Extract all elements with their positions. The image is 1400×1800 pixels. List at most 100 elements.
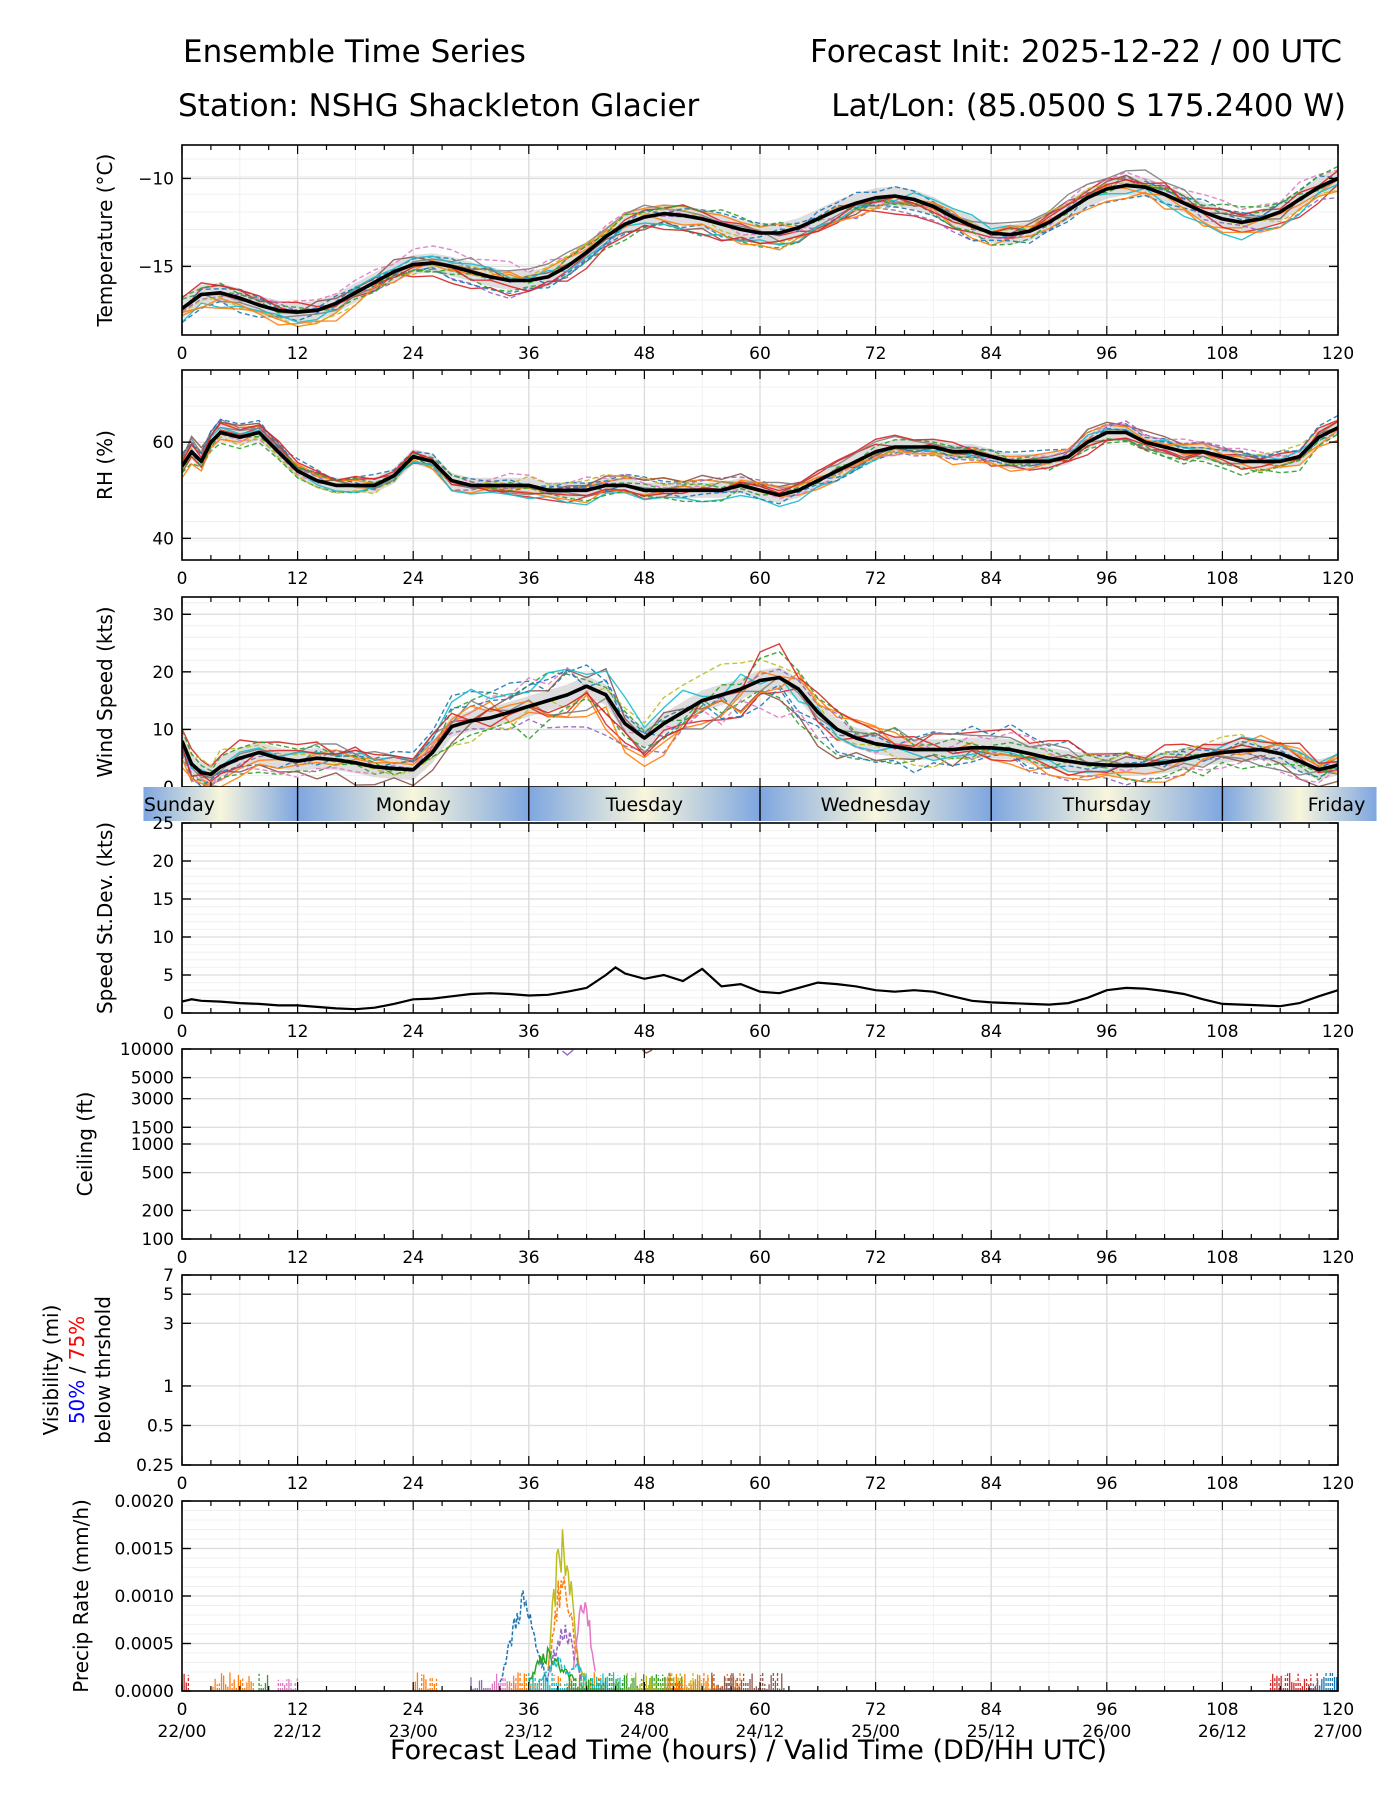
x-tick-label: 36 <box>518 1248 540 1268</box>
y-tick-label: 1 <box>163 1377 174 1397</box>
x-tick-label: 84 <box>980 1022 1002 1042</box>
ceiling-trace <box>642 1049 653 1054</box>
valid-time-label: 23/00 <box>389 1722 438 1742</box>
member-line-13 <box>182 425 1338 503</box>
day-label-friday: Friday <box>1308 794 1366 816</box>
x-tick-label: 0 <box>177 1022 188 1042</box>
x-tick-label: 48 <box>634 344 656 364</box>
x-tick-label: 120 <box>1322 1022 1354 1042</box>
x-tick-label: 60 <box>749 344 771 364</box>
x-tick-label: 84 <box>980 1700 1002 1720</box>
y-tick-label: 30 <box>152 605 174 625</box>
member-line-5 <box>182 668 1338 787</box>
y-tick-label: 500 <box>142 1164 174 1184</box>
y-tick-label: 3000 <box>131 1090 174 1110</box>
y-axis-label: Wind Speed (kts) <box>93 606 117 777</box>
x-tick-label: 36 <box>518 569 540 589</box>
day-label-thursday: Thursday <box>1062 794 1151 816</box>
y-tick-label: 5000 <box>131 1069 174 1089</box>
label-50: 50% <box>65 1380 89 1424</box>
x-tick-label: 24 <box>402 1248 424 1268</box>
member-line-6 <box>182 667 1338 787</box>
label-sep: / <box>65 1360 89 1379</box>
x-tick-label: 60 <box>749 1022 771 1042</box>
y-tick-label: 0.25 <box>136 1456 174 1476</box>
y-tick-label: 40 <box>152 529 174 549</box>
y-tick-label: 0.0010 <box>115 1587 174 1607</box>
x-tick-label: 36 <box>518 1700 540 1720</box>
y-tick-label: 5 <box>163 966 174 986</box>
valid-time-label: 25/12 <box>967 1722 1016 1742</box>
day-label-monday: Monday <box>376 794 451 816</box>
x-tick-label: 24 <box>402 344 424 364</box>
x-tick-label: 12 <box>287 1700 309 1720</box>
y-tick-label: 1000 <box>131 1135 174 1155</box>
y-axis-label: Precip Rate (mm/h) <box>69 1499 93 1693</box>
panel-visibility: 0.25 0.5 1 3 57 0 12 24 36 48 60 72 84 96 108 120 Visibi… <box>39 1266 1354 1494</box>
member-line-13 <box>182 650 1338 783</box>
label-75: 75% <box>65 1316 89 1360</box>
y-tick-label: 0 <box>163 1004 174 1024</box>
ensemble-mean-line <box>182 426 1338 497</box>
title-left: Ensemble Time Series <box>183 34 526 70</box>
y-tick-label: 0.0015 <box>115 1540 174 1560</box>
valid-time-label: 22/00 <box>158 1722 207 1742</box>
valid-time-label: 26/00 <box>1082 1722 1131 1742</box>
y-axis-label-sub: below thrshold <box>91 1296 115 1444</box>
day-segment-monday <box>297 787 529 821</box>
y-axis-label: Temperature (°C) <box>93 154 117 328</box>
day-segment-sunday <box>143 787 298 821</box>
y-tick-label: 10000 <box>120 1040 174 1060</box>
x-tick-label: 0 <box>177 344 188 364</box>
y-axis-label-percent: 50% / 75% <box>65 1316 89 1424</box>
x-tick-label: 48 <box>634 1700 656 1720</box>
y-tick-label: 1500 <box>131 1118 174 1138</box>
member-line-12 <box>182 671 1338 787</box>
x-tick-label: 24 <box>402 1474 424 1494</box>
x-tick-label: 72 <box>865 1474 887 1494</box>
x-tick-label: 36 <box>518 1022 540 1042</box>
member-line-12 <box>182 185 1338 326</box>
y-tick-label: 200 <box>142 1201 174 1221</box>
y-axis-label: RH (%) <box>93 430 117 500</box>
member-line-1 <box>182 175 1338 324</box>
x-tick-label: 108 <box>1206 1700 1238 1720</box>
y-tick-label: 60 <box>152 433 174 453</box>
precip-member-member-1 <box>499 1590 549 1683</box>
x-tick-label: 96 <box>1096 1022 1118 1042</box>
x-tick-label: 120 <box>1322 344 1354 364</box>
y-tick-label: 100 <box>142 1230 174 1250</box>
valid-time-label: 23/12 <box>504 1722 553 1742</box>
day-segment-wednesday <box>760 787 992 821</box>
x-tick-label: 60 <box>749 569 771 589</box>
panel-precip: 0.0000 0.0005 0.0010 0.0015 0.0020 0 12 24 36 48 6… <box>69 1492 1363 1742</box>
stdev-line <box>181 966 1339 1011</box>
x-tick-label: 120 <box>1322 1700 1354 1720</box>
x-tick-label: 0 <box>177 1700 188 1720</box>
x-tick-label: 60 <box>749 1248 771 1268</box>
x-tick-label: 120 <box>1322 569 1354 589</box>
x-tick-label: 84 <box>980 1474 1002 1494</box>
valid-time-label: 24/12 <box>736 1722 785 1742</box>
x-tick-label: 12 <box>287 1248 309 1268</box>
member-line-14 <box>182 420 1338 497</box>
y-tick-label: 5 <box>163 1285 174 1305</box>
x-tick-label: 12 <box>287 1474 309 1494</box>
x-tick-label: 36 <box>518 1474 540 1494</box>
y-tick-label: 10 <box>152 720 174 740</box>
ensemble-temperature <box>182 165 1338 328</box>
day-segment-tuesday <box>528 787 760 821</box>
x-tick-label: 72 <box>865 1022 887 1042</box>
day-label-sunday: Sunday <box>144 794 215 816</box>
ensemble-mean-line <box>182 675 1338 777</box>
x-tick-label: 108 <box>1206 569 1238 589</box>
x-tick-label: 96 <box>1096 1700 1118 1720</box>
panel-rh: 40 60 0 12 24 36 48 60 72 84 96 108 120 RH (%) <box>93 369 1354 589</box>
station-label: Station: NSHG Shackleton Glacier <box>178 88 700 124</box>
y-tick-label: 10 <box>152 928 174 948</box>
x-tick-label: 96 <box>1096 1248 1118 1268</box>
x-tick-label: 120 <box>1322 1474 1354 1494</box>
x-tick-label: 48 <box>634 569 656 589</box>
x-tick-label: 72 <box>865 569 887 589</box>
